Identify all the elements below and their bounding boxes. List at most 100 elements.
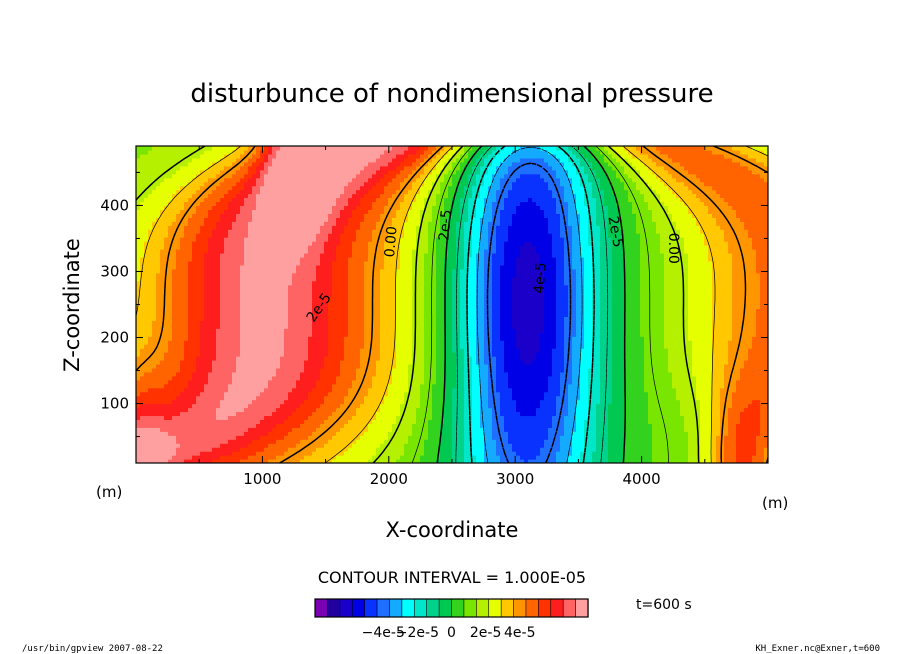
contour-cell [220, 383, 225, 389]
contour-cell [136, 379, 141, 385]
contour-cell [300, 439, 305, 444]
contour-cell [188, 272, 193, 278]
contour-cell [372, 249, 377, 254]
contour-cell [360, 292, 365, 298]
contour-cell [360, 205, 365, 210]
contour-cell [156, 264, 161, 270]
contour-cell [144, 165, 149, 171]
contour-cell [320, 324, 325, 329]
contour-cell [352, 336, 357, 341]
contour-cell [340, 443, 345, 448]
contour-cell [312, 423, 317, 428]
contour-cell [288, 427, 293, 432]
contour-cell [248, 209, 253, 214]
contour-cell [312, 161, 317, 167]
contour-cell [184, 348, 189, 353]
contour-cell [204, 459, 209, 463]
contour-cell [264, 272, 269, 278]
contour-cell [204, 407, 209, 413]
contour-cell [164, 451, 169, 456]
contour-cell [344, 181, 349, 187]
contour-cell [308, 185, 313, 191]
contour-cell [252, 245, 257, 250]
contour-cell [172, 185, 177, 191]
contour-cell [332, 427, 337, 432]
contour-cell [368, 419, 373, 424]
contour-cell [340, 181, 345, 187]
contour-cell [312, 284, 317, 290]
contour-cell [220, 356, 225, 361]
contour-cell [200, 165, 205, 171]
contour-cell [336, 395, 341, 401]
contour-cell [208, 340, 213, 345]
contour-cell [328, 304, 333, 310]
contour-cell [344, 165, 349, 171]
contour-cell [208, 391, 213, 397]
contour-cell [224, 225, 229, 230]
contour-cell [216, 399, 221, 405]
contour-cell [320, 165, 325, 171]
contour-cell [340, 252, 345, 258]
contour-cell [164, 415, 169, 421]
contour-cell [280, 411, 285, 417]
contour-cell [324, 312, 329, 317]
contour-cell [356, 348, 361, 353]
contour-cell [304, 229, 309, 234]
contour-cell [208, 249, 213, 254]
contour-cell [324, 379, 329, 385]
contour-cell [212, 447, 217, 452]
contour-cell [208, 193, 213, 199]
contour-cell [148, 312, 153, 317]
contour-cell [276, 375, 281, 381]
contour-cell [272, 229, 277, 234]
contour-cell [220, 451, 225, 456]
contour-cell [280, 379, 285, 385]
contour-cell [316, 280, 321, 286]
contour-cell [192, 252, 197, 258]
contour-cell [244, 193, 249, 199]
contour-cell [212, 221, 217, 226]
contour-cell [312, 407, 317, 413]
contour-cell [220, 245, 225, 250]
contour-cell [332, 439, 337, 444]
contour-cell [184, 217, 189, 222]
contour-cell [216, 348, 221, 353]
contour-cell [164, 256, 169, 262]
contour-cell [376, 201, 381, 207]
contour-cell [320, 387, 325, 393]
contour-cell [160, 268, 165, 274]
contour-cell [156, 157, 161, 163]
contour-cell [208, 173, 213, 179]
contour-cell [376, 256, 381, 262]
contour-cell [296, 213, 301, 218]
contour-cell [376, 193, 381, 199]
contour-cell [292, 367, 297, 373]
contour-cell [332, 268, 337, 274]
contour-cell [300, 173, 305, 179]
contour-cell [208, 292, 213, 298]
contour-cell [328, 447, 333, 452]
contour-cell [240, 280, 245, 286]
contour-cell [252, 336, 257, 341]
contour-cell [296, 249, 301, 254]
contour-cell [284, 459, 289, 463]
contour-cell [344, 391, 349, 397]
contour-cell [224, 308, 229, 314]
contour-cell [332, 229, 337, 234]
contour-cell [224, 415, 229, 421]
contour-cell [336, 292, 341, 298]
contour-cell [272, 320, 277, 325]
contour-cell [344, 268, 349, 274]
contour-cell [160, 435, 165, 440]
contour-cell [348, 280, 353, 286]
contour-cell [352, 356, 357, 361]
contour-cell [248, 268, 253, 274]
contour-cell [332, 201, 337, 207]
contour-cell [176, 352, 181, 357]
contour-cell [136, 304, 141, 310]
contour-cell [180, 264, 185, 270]
contour-cell [336, 288, 341, 294]
contour-cell [336, 272, 341, 278]
contour-cell [148, 193, 153, 199]
contour-cell [344, 344, 349, 349]
